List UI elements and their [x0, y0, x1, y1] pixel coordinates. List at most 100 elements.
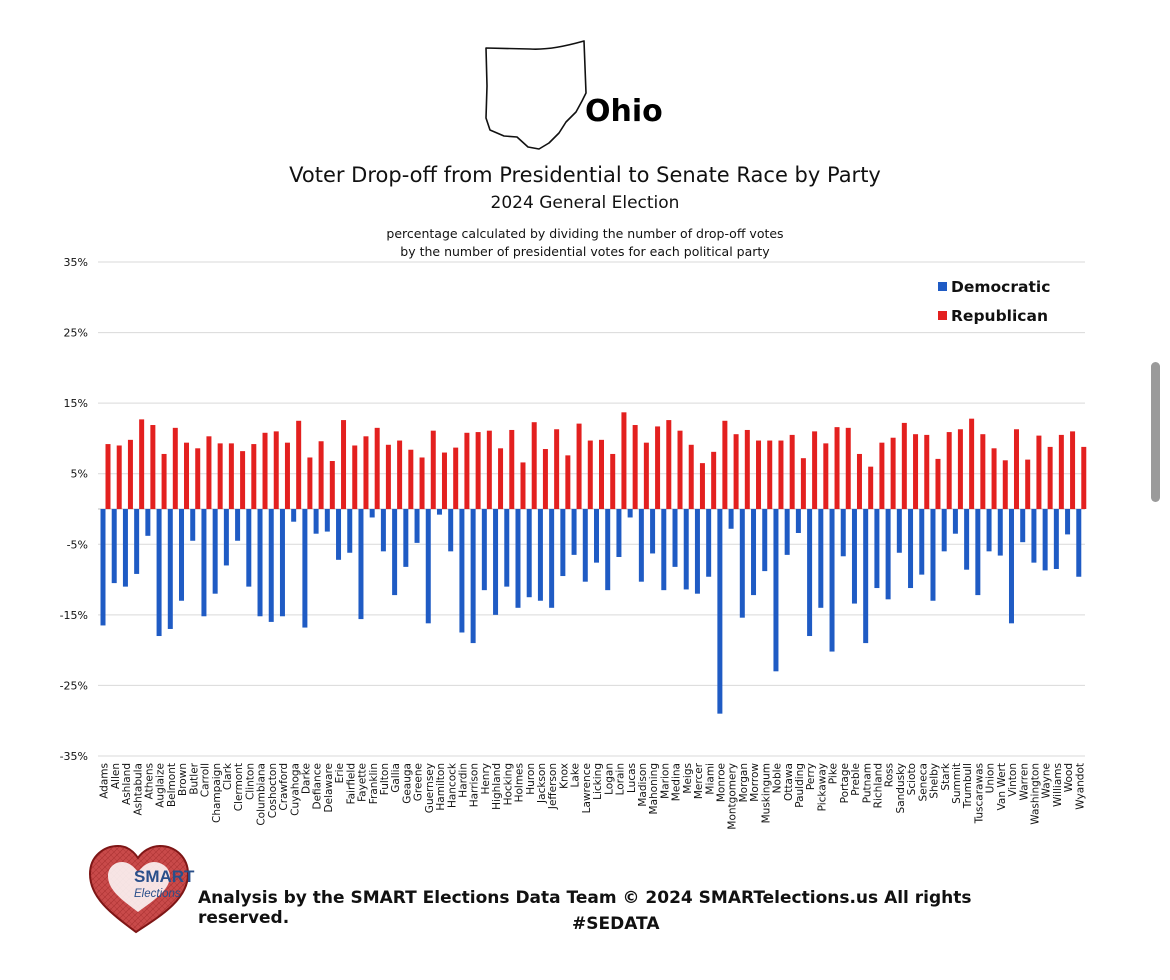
bar-republican — [127, 439, 133, 509]
bar-republican — [273, 431, 279, 509]
y-tick-label: -25% — [60, 679, 88, 692]
logo-text-elections: Elections — [134, 888, 181, 900]
bar-democratic — [672, 509, 678, 567]
bar-republican — [542, 449, 548, 509]
x-tick-label: Darke — [300, 763, 312, 794]
bar-democratic — [392, 509, 398, 596]
bar-republican — [812, 431, 818, 509]
bar-republican — [430, 430, 436, 509]
legend-swatch-democratic — [938, 282, 947, 291]
x-tick-label: Seneca — [917, 763, 929, 801]
bar-democratic — [246, 509, 252, 587]
bar-republican — [172, 427, 178, 509]
ohio-outline-icon — [485, 40, 587, 150]
x-tick-label: Meigs — [682, 763, 694, 794]
bar-democratic — [952, 509, 958, 534]
bar-democratic — [930, 509, 936, 601]
bar-republican — [856, 453, 862, 509]
bar-republican — [655, 426, 661, 509]
bar-democratic — [571, 509, 577, 555]
x-tick-label: Geauga — [401, 763, 413, 804]
x-tick-label: Trumbull — [962, 763, 974, 809]
x-tick-label: Union — [985, 763, 997, 793]
bar-democratic — [481, 509, 487, 591]
scrollbar-thumb[interactable] — [1151, 362, 1160, 502]
bar-republican — [531, 422, 537, 509]
bar-democratic — [134, 509, 140, 574]
bar-republican — [509, 429, 515, 509]
x-tick-label: Clinton — [244, 763, 256, 800]
bar-democratic — [616, 509, 622, 557]
bar-republican — [486, 430, 492, 509]
bar-republican — [890, 437, 896, 509]
y-tick-label: 15% — [64, 397, 88, 410]
bar-republican — [699, 463, 705, 509]
bar-democratic — [975, 509, 981, 596]
bar-chart: 35%25%15%5%-5%-15%-25%-35% Adams Allen Ash… — [60, 256, 1087, 830]
x-tick-label: Jefferson — [547, 763, 559, 810]
bar-democratic — [863, 509, 869, 644]
bar-republican — [913, 434, 919, 509]
bar-democratic — [347, 509, 353, 553]
bar-democratic — [167, 509, 173, 629]
bar-democratic — [773, 509, 779, 672]
bar-republican — [845, 427, 851, 509]
bar-republican — [385, 444, 391, 509]
bar-democratic — [896, 509, 902, 553]
x-tick-label: Wood — [1063, 763, 1075, 792]
bar-democratic — [818, 509, 824, 608]
footer-hashtag: #SEDATA — [572, 914, 660, 934]
bar-republican — [722, 420, 728, 509]
x-tick-label: Vinton — [1007, 763, 1019, 797]
bar-democratic — [1008, 509, 1014, 624]
bar-democratic — [1053, 509, 1059, 569]
legend-label-democratic: Democratic — [951, 278, 1050, 296]
y-tick-label: 25% — [64, 327, 88, 340]
chart-note-line1: percentage calculated by dividing the nu… — [386, 226, 784, 241]
bar-republican — [228, 443, 234, 509]
bar-republican — [800, 458, 806, 509]
x-tick-label: Ottawa — [783, 763, 795, 801]
bar-republican — [688, 444, 694, 509]
bar-republican — [1047, 446, 1053, 509]
y-tick-label: 35% — [64, 256, 88, 269]
bar-republican — [184, 442, 190, 509]
bar-democratic — [650, 509, 656, 554]
smart-elections-logo: SMART Elections — [88, 844, 195, 934]
x-tick-label: Hamilton — [435, 763, 447, 811]
x-tick-label: Stark — [940, 762, 952, 791]
bar-democratic — [515, 509, 521, 608]
x-tick-label: Jackson — [536, 763, 548, 804]
x-tick-label: Delaware — [323, 763, 335, 812]
x-tick-label: Auglaize — [155, 763, 167, 808]
bar-republican — [296, 420, 302, 509]
x-tick-label: Paulding — [794, 763, 806, 808]
bar-democratic — [493, 509, 499, 615]
bar-democratic — [851, 509, 857, 604]
x-tick-label: Putnam — [861, 763, 873, 803]
x-tick-label: Richland — [873, 763, 885, 808]
bar-republican — [453, 447, 459, 509]
bar-democratic — [235, 509, 241, 541]
bar-democratic — [1020, 509, 1026, 543]
bar-democratic — [1042, 509, 1048, 571]
x-tick-label: Allen — [110, 763, 122, 789]
bar-democratic — [638, 509, 644, 582]
x-tick-label: Lorain — [615, 763, 627, 795]
x-tick-label: Scioto — [906, 763, 918, 795]
bar-democratic — [840, 509, 846, 557]
y-tick-label: -15% — [60, 609, 88, 622]
bar-republican — [778, 440, 784, 509]
bar-republican — [520, 462, 526, 509]
chart-subtitle: 2024 General Election — [490, 193, 680, 213]
bar-democratic — [694, 509, 700, 594]
bar-republican — [599, 439, 604, 509]
x-tick-label: Ashtabula — [132, 763, 144, 816]
legend-swatch-republican — [938, 311, 947, 320]
bar-democratic — [459, 509, 465, 633]
x-tick-label: Wayne — [1041, 763, 1053, 798]
bar-republican — [756, 440, 762, 509]
bar-republican — [834, 427, 840, 509]
x-tick-label: Clermont — [233, 763, 245, 811]
x-tick-label: Athens — [143, 763, 155, 799]
